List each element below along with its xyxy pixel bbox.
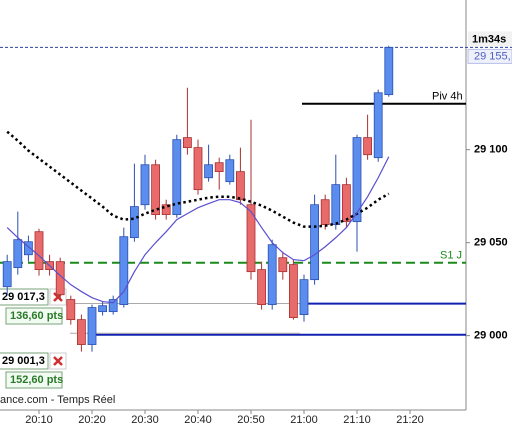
moving-average <box>6 156 390 304</box>
candle-body <box>140 164 150 206</box>
candle-body <box>193 147 203 191</box>
candle-body <box>235 171 245 201</box>
timer-box <box>468 31 512 47</box>
candle-body <box>161 204 171 215</box>
order-close-icon <box>53 356 63 366</box>
candle-body <box>87 307 97 345</box>
order-pts: 136,60 pts <box>10 310 63 322</box>
order-box <box>0 352 49 370</box>
candle-body <box>172 139 182 215</box>
candle-body <box>77 319 86 345</box>
candle-body <box>257 269 267 305</box>
candle-body <box>267 244 277 305</box>
y-tick-label: 29 100 <box>474 144 508 156</box>
candle-body <box>384 47 394 96</box>
candle-body <box>34 231 44 271</box>
level-label: S1 J <box>440 250 462 262</box>
candle-body <box>363 137 373 156</box>
order-pts: 152,60 pts <box>10 374 63 386</box>
x-tick-label: 21:20 <box>396 414 424 426</box>
candle-body <box>320 199 330 226</box>
candle-body <box>214 162 224 173</box>
candle-body <box>299 279 309 316</box>
candle-body <box>108 299 118 313</box>
candle-body <box>119 236 129 305</box>
candle-body <box>23 241 33 256</box>
order-price: 29 001,3 <box>2 355 45 367</box>
source: ance.com - Temps Réel <box>0 394 115 406</box>
candle-body <box>129 206 139 239</box>
order-price: 29 017,3 <box>2 291 45 303</box>
candle-body <box>225 159 235 183</box>
candle-body <box>55 261 65 296</box>
x-tick-label: 20:20 <box>78 414 106 426</box>
last-price-label: 29 155, <box>474 50 511 62</box>
candle-body <box>246 204 256 273</box>
candle-body <box>98 305 107 313</box>
candle-body <box>331 184 341 226</box>
x-tick-label: 20:40 <box>184 414 212 426</box>
candle-body <box>352 137 362 223</box>
candle-body <box>278 257 288 273</box>
x-tick-label: 20:50 <box>237 414 265 426</box>
candle-body <box>310 204 320 281</box>
candle-body <box>288 264 298 318</box>
candle-body <box>373 92 383 159</box>
order-pts-box <box>5 371 63 389</box>
candle-body <box>66 299 76 321</box>
candle-body <box>2 261 12 288</box>
order-pts-box <box>5 307 63 325</box>
candle-body <box>13 239 23 268</box>
x-tick-label: 20:30 <box>131 414 159 426</box>
candle-body <box>182 137 192 149</box>
x-tick-label: 20:10 <box>25 414 53 426</box>
order-box <box>0 288 49 306</box>
y-tick-label: 29 000 <box>474 330 508 342</box>
x-tick-label: 21:10 <box>343 414 371 426</box>
moving-average <box>6 130 390 228</box>
candle-body <box>341 184 351 223</box>
x-tick-label: 21:00 <box>290 414 318 426</box>
timer: 1m34s <box>472 33 506 45</box>
y-tick-label: 29 050 <box>474 237 508 249</box>
candle-body <box>204 164 214 179</box>
candle-body <box>151 164 161 215</box>
last-price-box <box>467 48 512 64</box>
level-label: Piv 4h <box>432 91 463 103</box>
